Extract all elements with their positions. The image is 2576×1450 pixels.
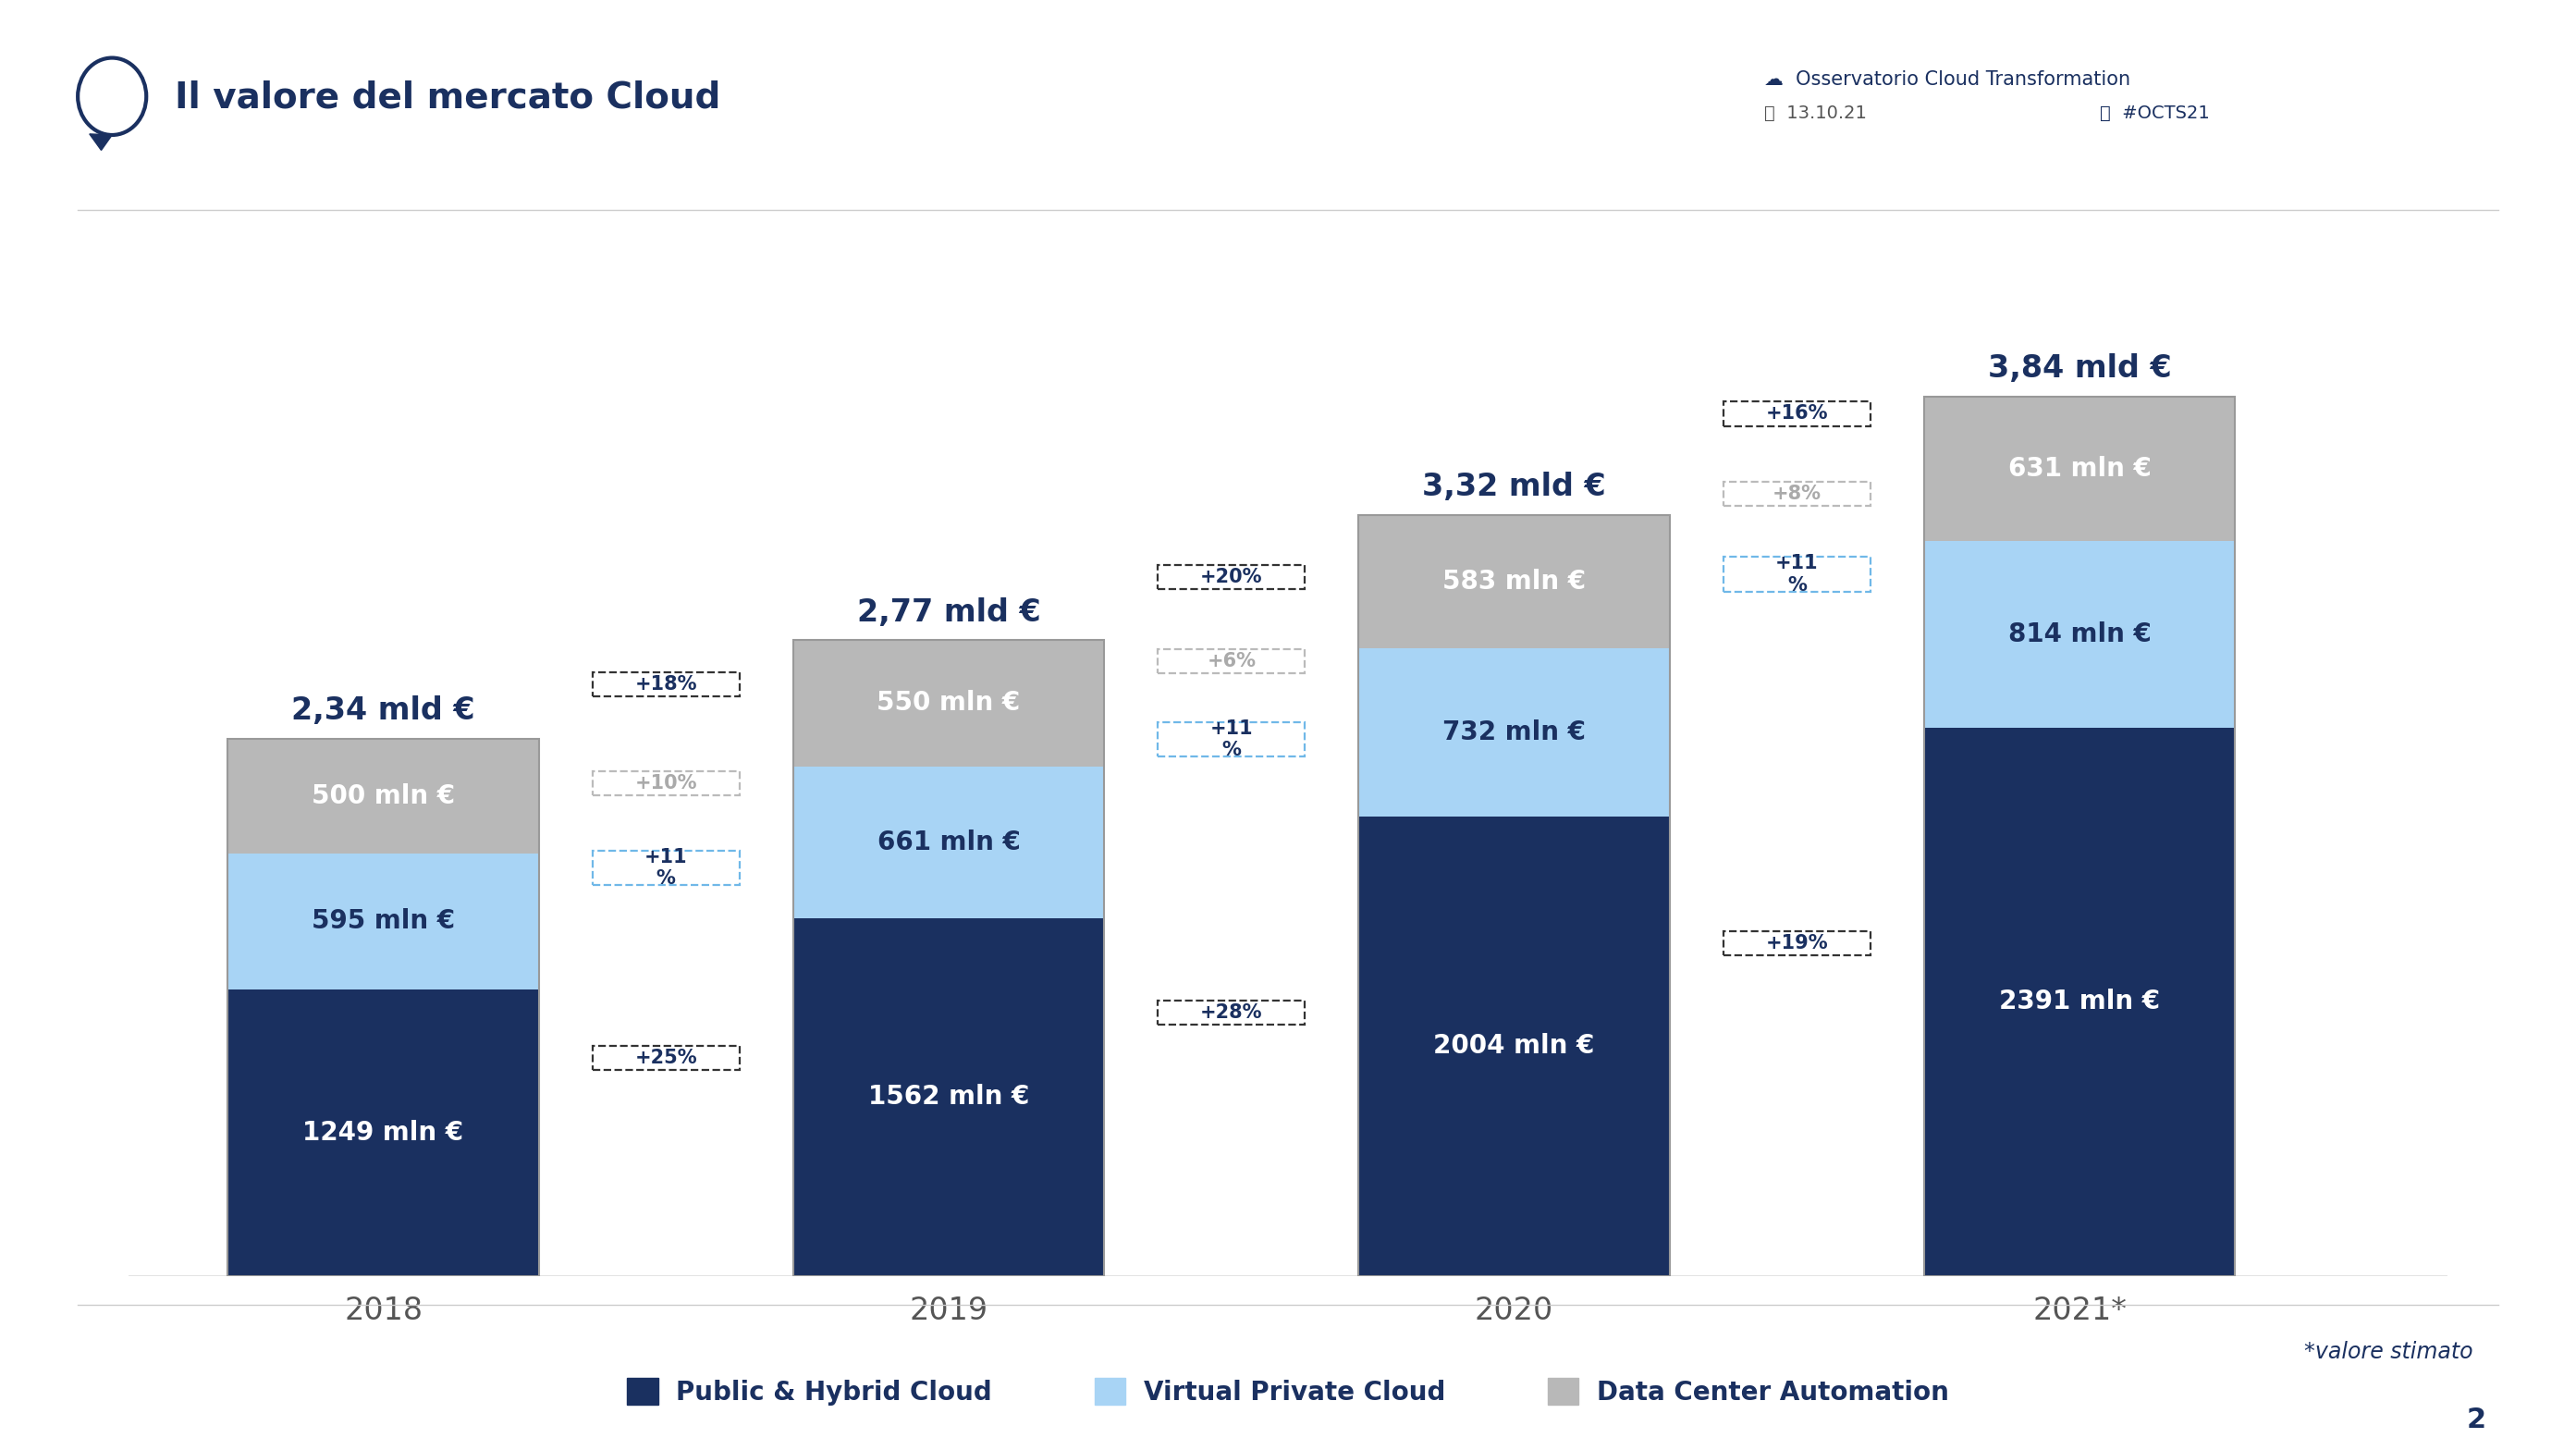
Text: 2,34 mld €: 2,34 mld € <box>291 696 474 726</box>
Text: 2391 mln €: 2391 mln € <box>1999 989 2161 1015</box>
Bar <box>793 639 1105 766</box>
Text: 583 mln €: 583 mln € <box>1443 568 1587 594</box>
Bar <box>1358 648 1669 816</box>
Text: ☁  Osservatorio Cloud Transformation: ☁ Osservatorio Cloud Transformation <box>1765 71 2130 88</box>
Bar <box>1358 515 1669 648</box>
Bar <box>793 766 1105 918</box>
Text: +20%: +20% <box>1200 567 1262 586</box>
Text: 2004 mln €: 2004 mln € <box>1435 1034 1595 1058</box>
Text: 500 mln €: 500 mln € <box>312 783 456 809</box>
Bar <box>227 853 538 989</box>
Text: 3,84 mld €: 3,84 mld € <box>1989 354 2172 384</box>
Text: +18%: +18% <box>634 676 698 693</box>
Bar <box>1924 396 2236 1276</box>
Legend: Public & Hybrid Cloud, Virtual Private Cloud, Data Center Automation: Public & Hybrid Cloud, Virtual Private C… <box>616 1367 1960 1417</box>
Bar <box>1924 728 2236 1276</box>
Bar <box>1924 541 2236 728</box>
Text: 📅  13.10.21: 📅 13.10.21 <box>1765 104 1868 122</box>
FancyBboxPatch shape <box>1723 402 1870 426</box>
FancyBboxPatch shape <box>1159 650 1306 673</box>
Bar <box>227 989 538 1276</box>
Text: 550 mln €: 550 mln € <box>876 690 1020 716</box>
Bar <box>793 918 1105 1276</box>
Text: +11
%: +11 % <box>644 848 688 887</box>
Text: +28%: +28% <box>1200 1003 1262 1022</box>
Text: 814 mln €: 814 mln € <box>2009 622 2151 647</box>
Text: 2: 2 <box>2465 1406 2486 1433</box>
Text: 1249 mln €: 1249 mln € <box>304 1119 464 1146</box>
Text: 3,32 mld €: 3,32 mld € <box>1422 471 1605 502</box>
FancyBboxPatch shape <box>1723 931 1870 956</box>
Text: +19%: +19% <box>1765 934 1829 953</box>
Polygon shape <box>90 133 113 151</box>
Text: 732 mln €: 732 mln € <box>1443 719 1587 745</box>
Bar <box>793 639 1105 1276</box>
FancyBboxPatch shape <box>1159 722 1306 757</box>
Text: Il valore del mercato Cloud: Il valore del mercato Cloud <box>175 80 721 115</box>
Text: 661 mln €: 661 mln € <box>876 829 1020 856</box>
Text: +10%: +10% <box>634 774 698 792</box>
FancyBboxPatch shape <box>1723 481 1870 506</box>
Text: +16%: +16% <box>1765 405 1829 423</box>
FancyBboxPatch shape <box>592 851 739 884</box>
Text: +25%: +25% <box>634 1048 698 1067</box>
Text: +8%: +8% <box>1772 484 1821 503</box>
Bar <box>227 738 538 1276</box>
FancyBboxPatch shape <box>1723 557 1870 592</box>
Text: +11
%: +11 % <box>1211 719 1252 760</box>
FancyBboxPatch shape <box>1159 1000 1306 1024</box>
Text: +11
%: +11 % <box>1775 554 1819 594</box>
FancyBboxPatch shape <box>1159 564 1306 589</box>
Text: 🐦  #OCTS21: 🐦 #OCTS21 <box>2099 104 2210 122</box>
FancyBboxPatch shape <box>592 1045 739 1070</box>
Bar <box>1924 396 2236 541</box>
Bar <box>227 738 538 853</box>
Text: *valore stimato: *valore stimato <box>2303 1341 2473 1363</box>
FancyBboxPatch shape <box>592 673 739 696</box>
Text: 631 mln €: 631 mln € <box>2009 455 2151 481</box>
Bar <box>1358 515 1669 1276</box>
Text: 1562 mln €: 1562 mln € <box>868 1085 1030 1109</box>
Text: 595 mln €: 595 mln € <box>312 909 456 934</box>
Text: +6%: +6% <box>1208 652 1257 671</box>
Text: 2,77 mld €: 2,77 mld € <box>858 597 1041 628</box>
FancyBboxPatch shape <box>592 771 739 795</box>
Bar <box>1358 816 1669 1276</box>
